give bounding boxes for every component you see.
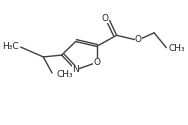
Text: O: O: [135, 34, 142, 43]
Text: CH₃: CH₃: [56, 70, 73, 79]
Text: O: O: [102, 14, 109, 23]
Text: N: N: [72, 65, 79, 74]
Text: CH₃: CH₃: [168, 44, 185, 53]
Text: O: O: [93, 58, 100, 67]
Text: H₃C: H₃C: [2, 42, 19, 51]
